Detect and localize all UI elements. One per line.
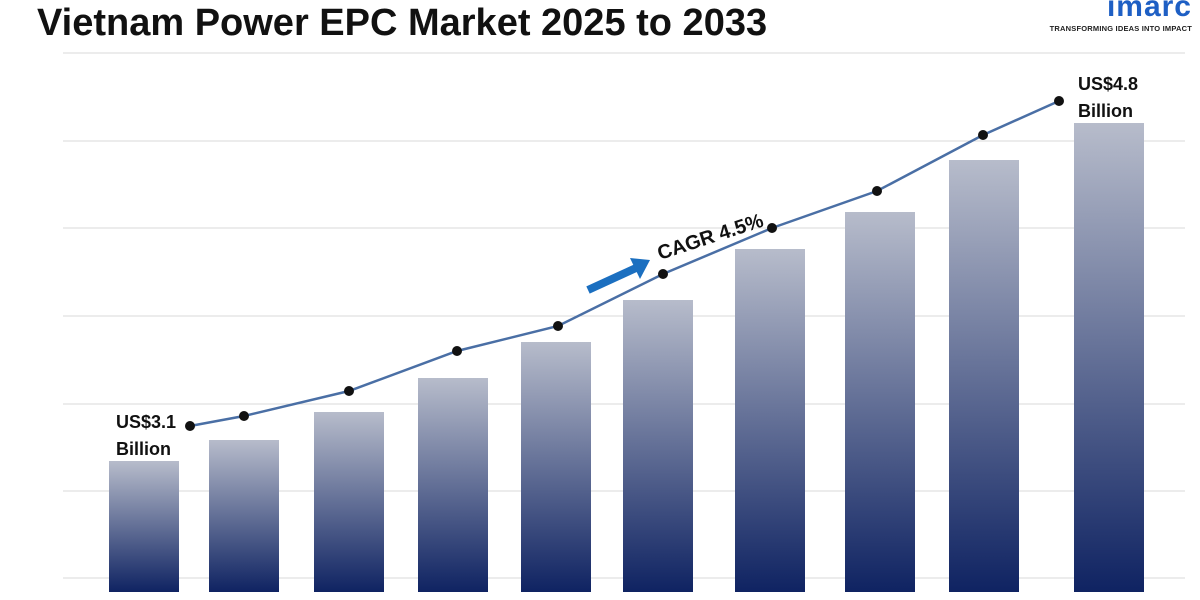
start-value-label-line1: US$3.1 <box>116 412 176 432</box>
bar-2031 <box>735 249 805 592</box>
logo-tagline: TRANSFORMING IDEAS INTO IMPACT <box>1049 24 1192 33</box>
trend-polyline <box>189 99 1060 428</box>
bar-2026 <box>209 440 279 592</box>
trend-point <box>344 386 354 396</box>
chart-title: Vietnam Power EPC Market 2025 to 2033 <box>37 2 768 44</box>
bar-2025 <box>109 461 179 592</box>
trend-point <box>452 346 462 356</box>
bars <box>109 123 1144 592</box>
trend-point <box>185 421 195 431</box>
trend-point <box>658 269 668 279</box>
bar-2028 <box>418 378 488 592</box>
trend-line <box>189 99 1060 428</box>
trend-point <box>553 321 563 331</box>
bar-2029 <box>521 342 591 592</box>
trend-point <box>767 223 777 233</box>
trend-point <box>239 411 249 421</box>
bar-2032 <box>845 212 915 592</box>
bar-2027 <box>314 412 384 592</box>
end-value-label-line1: US$4.8 <box>1078 74 1138 94</box>
trend-markers <box>185 96 1064 431</box>
bar-2033 <box>949 160 1019 592</box>
logo-wordmark: imarc <box>1106 0 1192 23</box>
start-value-label-line2: Billion <box>116 439 171 459</box>
bar-extra-9 <box>1074 123 1144 592</box>
trend-point <box>1054 96 1064 106</box>
trend-point <box>872 186 882 196</box>
end-value-label-line2: Billion <box>1078 101 1133 121</box>
bar-2030 <box>623 300 693 592</box>
imarc-logo: imarc TRANSFORMING IDEAS INTO IMPACT <box>1030 0 1192 38</box>
cagr-arrow-icon <box>586 258 650 294</box>
trend-point <box>978 130 988 140</box>
